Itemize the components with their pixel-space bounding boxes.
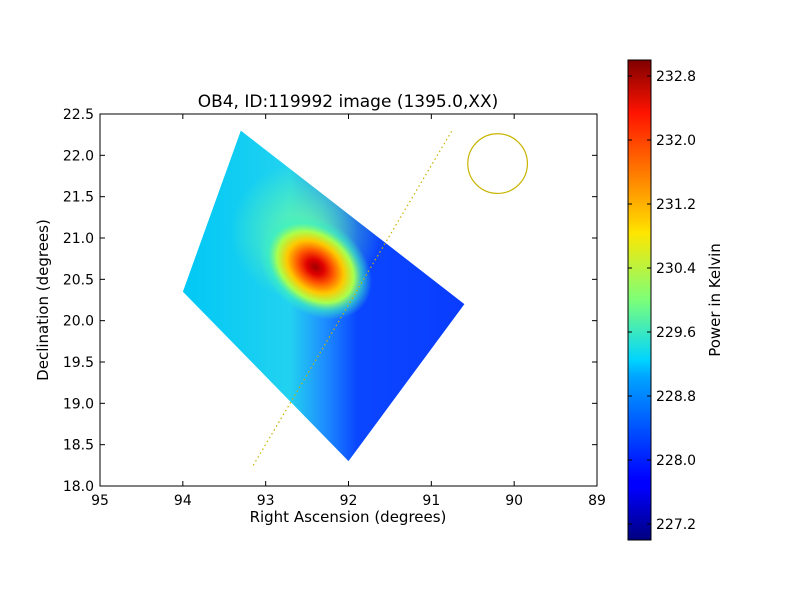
y-tick-label: 19.5 bbox=[63, 355, 94, 371]
heatmap-image bbox=[182, 130, 529, 466]
y-axis-ticks: 18.0 18.5 19.0 19.5 20.0 20.5 21.0 21.5 22.0 22.5 bbox=[63, 107, 597, 495]
x-tick-label: 93 bbox=[257, 493, 275, 509]
y-tick-label: 19.0 bbox=[63, 396, 94, 412]
heatmap-hotspot bbox=[258, 214, 372, 320]
scan-line bbox=[252, 130, 453, 466]
colorbar-tick-label: 232.8 bbox=[656, 69, 696, 85]
colorbar-tick-label: 228.0 bbox=[656, 453, 696, 469]
y-tick-label: 20.5 bbox=[63, 272, 94, 288]
colorbar-ticks: 227.2 228.0 228.8 229.6 230.4 231.2 232.0 232.8 bbox=[628, 69, 696, 533]
colorbar-tick-label: 232.0 bbox=[656, 133, 696, 149]
y-tick-label: 18.5 bbox=[63, 438, 94, 454]
x-axis-ticks: 95 94 93 92 91 90 89 bbox=[91, 114, 606, 509]
x-tick-label: 92 bbox=[340, 493, 358, 509]
beam-circle bbox=[467, 133, 529, 195]
colorbar-tick-label: 230.4 bbox=[656, 261, 696, 277]
y-tick-label: 21.0 bbox=[63, 231, 94, 247]
x-tick-label: 89 bbox=[588, 493, 606, 509]
x-tick-label: 91 bbox=[422, 493, 440, 509]
y-tick-label: 22.5 bbox=[63, 107, 94, 123]
x-axis-label: Right Ascension (degrees) bbox=[250, 508, 447, 526]
colorbar-tick-label: 229.6 bbox=[656, 325, 696, 341]
y-tick-label: 20.0 bbox=[63, 314, 94, 330]
x-tick-label: 95 bbox=[91, 493, 109, 509]
colorbar-tick-label: 227.2 bbox=[656, 517, 696, 533]
y-tick-label: 22.0 bbox=[63, 148, 94, 164]
y-tick-label: 18.0 bbox=[63, 479, 94, 495]
y-axis-label: Declination (degrees) bbox=[34, 219, 52, 381]
colorbar-label: Power in Kelvin bbox=[706, 243, 724, 357]
colorbar-tick-label: 231.2 bbox=[656, 197, 696, 213]
chart-title: OB4, ID:119992 image (1395.0,XX) bbox=[198, 92, 499, 112]
x-tick-label: 94 bbox=[174, 493, 192, 509]
y-tick-label: 21.5 bbox=[63, 190, 94, 206]
x-tick-label: 90 bbox=[505, 493, 523, 509]
colorbar bbox=[627, 59, 652, 541]
colorbar-tick-label: 228.8 bbox=[656, 389, 696, 405]
